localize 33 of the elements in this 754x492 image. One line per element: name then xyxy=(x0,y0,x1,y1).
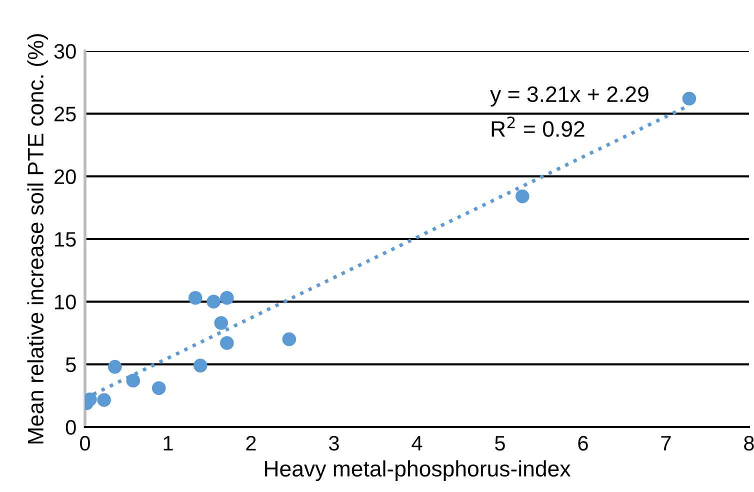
point xyxy=(682,92,696,106)
point xyxy=(220,336,234,350)
point xyxy=(193,358,208,372)
x-tick-label: 2 xyxy=(246,436,256,450)
annotation: y = 3.21x + 2.29 xyxy=(490,86,648,106)
point xyxy=(516,189,530,204)
x-tick-label: 6 xyxy=(578,436,588,451)
x-tick-label: 1 xyxy=(164,436,173,450)
x-tick-label: 7 xyxy=(661,436,671,450)
y-tick-label: 15 xyxy=(55,232,76,247)
x-tick-label: 3 xyxy=(329,436,339,451)
point xyxy=(126,374,140,388)
y-tick-label: 0 xyxy=(66,420,76,435)
y-tick-label: 25 xyxy=(54,106,76,122)
point xyxy=(188,291,202,305)
y-tick-label: 10 xyxy=(55,294,76,310)
point xyxy=(152,381,166,396)
y-tick-label: 20 xyxy=(54,169,76,184)
x-tick-label: 4 xyxy=(412,436,422,450)
x-tick-label: 8 xyxy=(744,436,754,451)
point xyxy=(214,316,228,330)
x-tick-label: 5 xyxy=(495,436,505,451)
x-axis-title: Heavy metal-phosphorus-index xyxy=(265,460,571,482)
point xyxy=(220,291,234,305)
point xyxy=(206,294,221,309)
point xyxy=(108,360,122,374)
annotation: R$^{2}$ = 0.92 xyxy=(492,116,584,137)
x-tick-label: 0 xyxy=(80,436,90,451)
y-axis-title: Mean relative increase soil PTE conc. (%) xyxy=(27,34,48,444)
y-tick-label: 5 xyxy=(66,358,76,372)
point xyxy=(97,393,111,407)
y-tick-label: 30 xyxy=(54,44,76,59)
point xyxy=(282,332,296,346)
